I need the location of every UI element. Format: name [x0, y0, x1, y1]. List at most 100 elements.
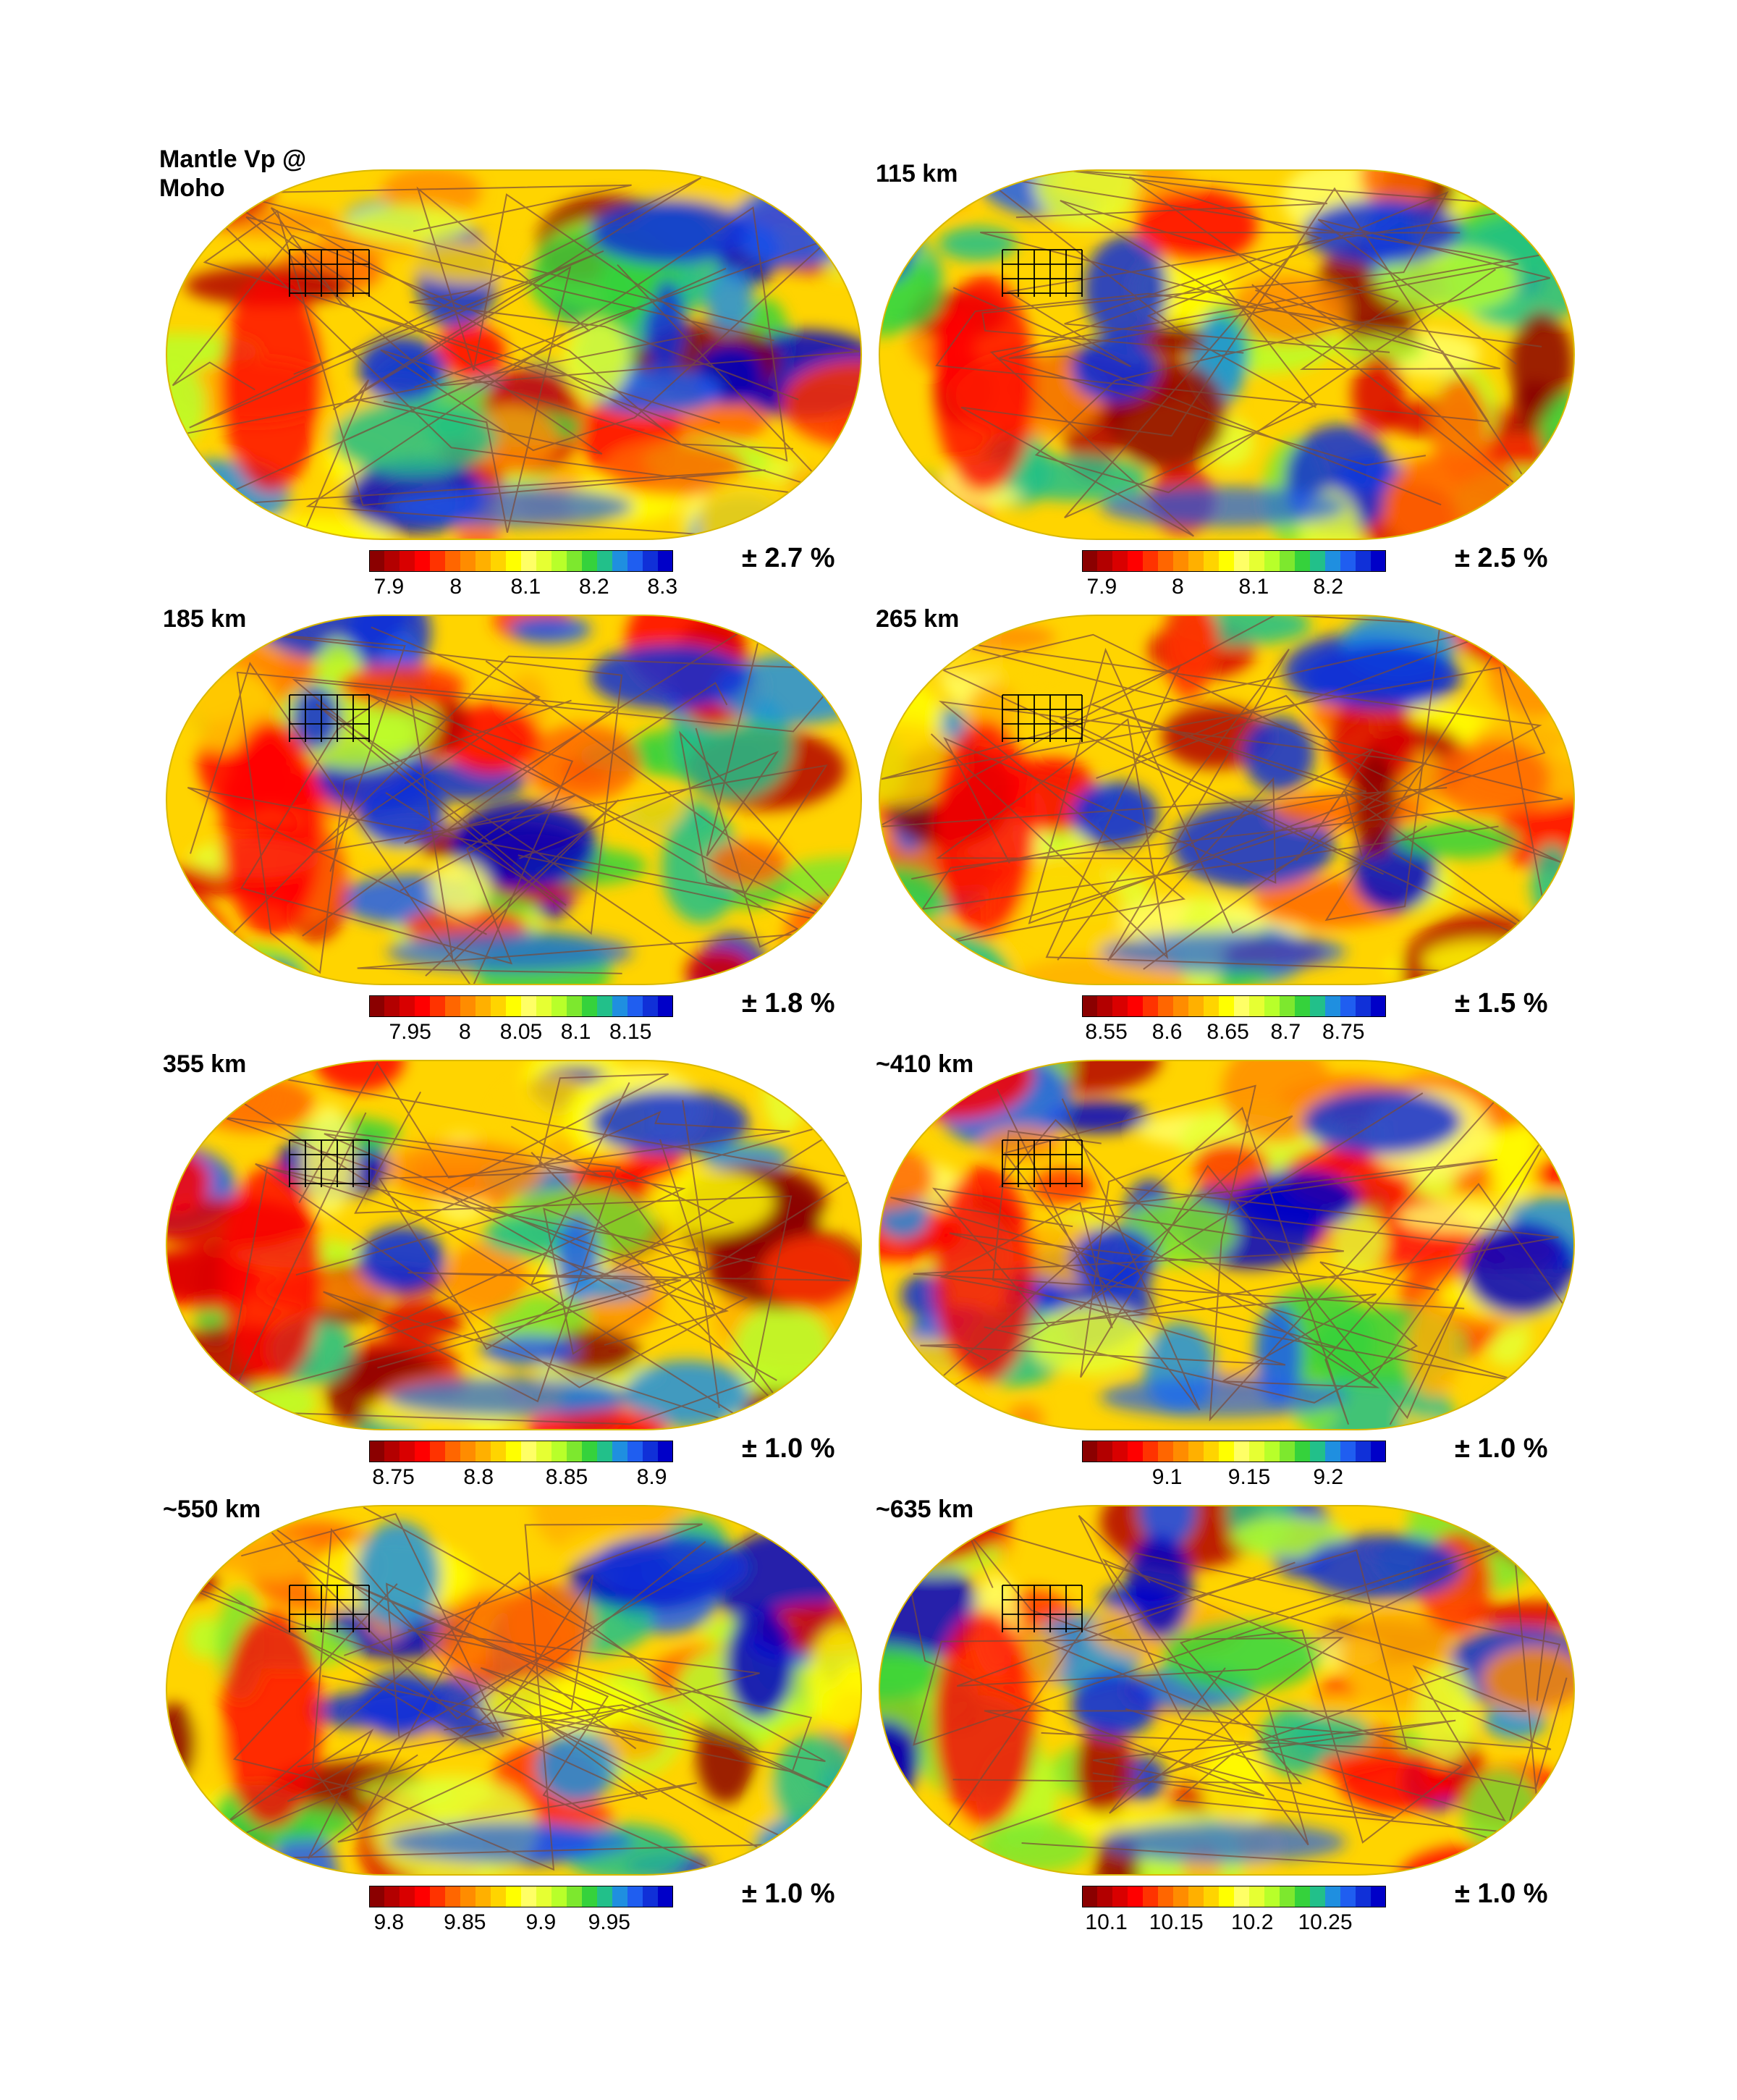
colorbar-swatch: [521, 995, 537, 1017]
colorbar-swatch: [1325, 1886, 1341, 1907]
colorbar-swatch: [1280, 1886, 1296, 1907]
map-panel: 115 km 7.9 8 8.1 8.2 ± 2.5 %: [876, 160, 1599, 601]
colorbar-swatch: [551, 1886, 567, 1907]
colorbar-swatch: [521, 1886, 537, 1907]
percent-range-label: ± 1.0 %: [742, 1433, 835, 1464]
colorbar-swatch: [506, 1886, 522, 1907]
usa-states-grid: [1002, 249, 1083, 297]
colorbar-swatch: [536, 550, 552, 572]
velocity-map: [879, 615, 1575, 985]
colorbar-swatch: [1143, 1441, 1159, 1462]
colorbar-tick-label: 8.65: [1206, 1020, 1249, 1044]
colorbar-swatch: [643, 995, 659, 1017]
colorbar-swatch: [1097, 995, 1113, 1017]
colorbar-swatch: [1128, 550, 1144, 572]
colorbar-swatch: [1295, 550, 1311, 572]
colorbar-swatch: [369, 995, 385, 1017]
colorbar-swatch: [643, 550, 659, 572]
colorbar-swatch: [1234, 995, 1250, 1017]
colorbar-swatch: [430, 550, 446, 572]
velocity-map: [166, 1060, 862, 1430]
colorbar-swatch: [1310, 995, 1326, 1017]
colorbar-swatch: [582, 1886, 598, 1907]
colorbar-swatch: [1325, 550, 1341, 572]
colorbar-swatch: [1188, 995, 1204, 1017]
map-panel: ~410 km 9.1 9.15 9.2 ± 1.0 %: [876, 1050, 1599, 1491]
colorbar-swatch: [1158, 1441, 1174, 1462]
colorbar: [1082, 1441, 1386, 1462]
colorbar-swatch: [476, 995, 491, 1017]
colorbar-swatch: [627, 1886, 643, 1907]
percent-range-label: ± 1.8 %: [742, 988, 835, 1019]
depth-label: 265 km: [876, 605, 960, 633]
colorbar-swatch: [506, 995, 522, 1017]
colorbar-tick-label: 8.3: [647, 575, 678, 599]
colorbar-swatch: [658, 1886, 673, 1907]
colorbar-swatch: [460, 550, 476, 572]
colorbar-tick-label: 10.1: [1085, 1910, 1128, 1934]
colorbar-swatch: [1143, 1886, 1159, 1907]
usa-states-grid: [289, 694, 370, 742]
colorbar-swatch: [536, 1886, 552, 1907]
colorbar-tick-label: 7.9: [1086, 575, 1117, 599]
colorbar-swatch: [1112, 550, 1128, 572]
colorbar-swatch: [460, 1886, 476, 1907]
colorbar-swatch: [491, 1886, 507, 1907]
usa-states-grid: [289, 249, 370, 297]
colorbar-swatch: [369, 1886, 385, 1907]
velocity-map: [879, 1060, 1575, 1430]
colorbar-tick-label: 9.95: [588, 1910, 630, 1934]
colorbar-tick-label: 8.6: [1151, 1020, 1183, 1044]
colorbar-swatch: [627, 995, 643, 1017]
colorbar-swatch: [1173, 1441, 1189, 1462]
colorbar-swatch: [430, 1441, 446, 1462]
colorbar-tick-label: 8.1: [560, 1020, 591, 1044]
usa-states-grid: [1002, 694, 1083, 742]
colorbar-swatch: [627, 1441, 643, 1462]
map-panel: ~635 km 10.1 10.15 10.2 10.25 ± 1.0 %: [876, 1496, 1599, 1936]
colorbar: [369, 550, 673, 572]
colorbar: [1082, 550, 1386, 572]
colorbar-swatch: [597, 995, 613, 1017]
colorbar-swatch: [1158, 995, 1174, 1017]
colorbar-swatch: [1280, 550, 1296, 572]
colorbar-swatch: [1234, 550, 1250, 572]
velocity-map: [879, 1505, 1575, 1876]
depth-label: ~410 km: [876, 1050, 974, 1078]
colorbar-swatch: [1340, 1441, 1356, 1462]
colorbar-tick-label: 10.25: [1298, 1910, 1353, 1934]
colorbar-swatch: [415, 995, 431, 1017]
colorbar-swatch: [1112, 1441, 1128, 1462]
colorbar-swatch: [445, 1886, 461, 1907]
colorbar-swatch: [612, 1886, 628, 1907]
colorbar-swatch: [1310, 1441, 1326, 1462]
colorbar-tick-label: 8.1: [1238, 575, 1269, 599]
colorbar-tick-label: 8.9: [636, 1465, 667, 1489]
colorbar-swatch: [1173, 550, 1189, 572]
colorbar-tick-label: 8.75: [1322, 1020, 1365, 1044]
colorbar-tick-label: 7.9: [373, 575, 405, 599]
colorbar-swatch: [1371, 995, 1386, 1017]
colorbar-tick-label: 8.15: [609, 1020, 652, 1044]
usa-states-grid: [1002, 1585, 1083, 1632]
colorbar-swatch: [1082, 1886, 1098, 1907]
colorbar-tick-label: 8: [1171, 575, 1184, 599]
colorbar-tick-label: 7.95: [389, 1020, 431, 1044]
colorbar-swatch: [400, 1441, 415, 1462]
percent-range-label: ± 1.0 %: [1455, 1878, 1548, 1909]
colorbar-swatch: [1371, 1886, 1386, 1907]
colorbar-swatch: [1310, 1886, 1326, 1907]
colorbar-swatch: [612, 1441, 628, 1462]
colorbar-swatch: [491, 550, 507, 572]
colorbar-swatch: [1295, 995, 1311, 1017]
colorbar-swatch: [1188, 1441, 1204, 1462]
colorbar-swatch: [612, 550, 628, 572]
colorbar-swatch: [582, 995, 598, 1017]
colorbar-swatch: [627, 550, 643, 572]
colorbar-swatch: [1128, 995, 1144, 1017]
colorbar-tick-label: 8.75: [372, 1465, 415, 1489]
colorbar-swatch: [1340, 995, 1356, 1017]
colorbar-swatch: [536, 1441, 552, 1462]
colorbar-tick-label: 10.15: [1149, 1910, 1204, 1934]
colorbar-swatch: [1204, 550, 1220, 572]
